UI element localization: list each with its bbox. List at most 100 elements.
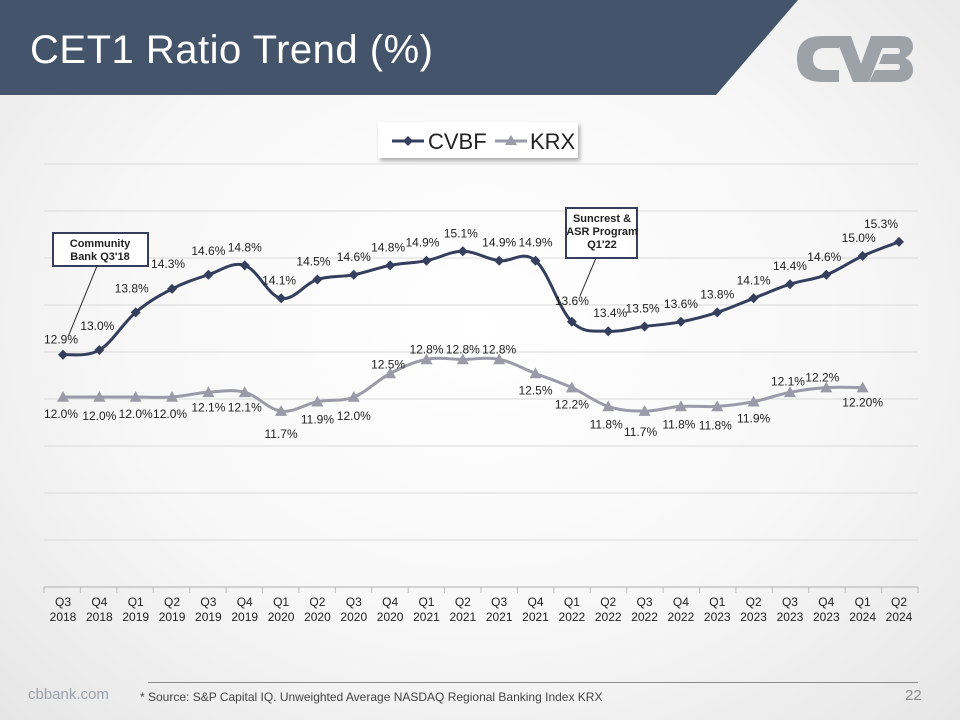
- x-tick-label: Q4 2018: [86, 595, 113, 624]
- x-tick-quarter: Q1: [273, 595, 289, 609]
- krx-point: [420, 353, 433, 365]
- cvbf-data-label: 15.3%: [864, 217, 898, 231]
- cvbf-data-label: 12.9%: [44, 333, 78, 347]
- x-tick-label: Q2 2023: [740, 595, 767, 624]
- krx-data-label: 11.7%: [624, 425, 657, 439]
- cvbf-point: [385, 260, 396, 271]
- krx-data-label: 11.7%: [265, 427, 298, 441]
- x-tick-quarter: Q2: [600, 595, 616, 609]
- x-tick-quarter: Q2: [746, 595, 762, 609]
- legend-cvbf-label: CVBF: [428, 129, 487, 154]
- x-tick-label: Q1 2019: [122, 595, 149, 624]
- cvbf-point: [167, 283, 178, 294]
- legend-cvbf-marker: [403, 136, 413, 146]
- cvbf-point: [312, 274, 323, 285]
- x-tick-quarter: Q1: [855, 595, 871, 609]
- krx-data-label: 11.9%: [737, 412, 770, 426]
- x-tick-quarter: Q1: [564, 595, 580, 609]
- x-tick-label: Q4 2019: [231, 595, 258, 624]
- x-tick-year: 2021: [449, 610, 476, 624]
- krx-point: [456, 353, 469, 365]
- cvbf-data-label: 13.4%: [593, 306, 627, 320]
- cvbf-point: [421, 255, 432, 266]
- annotation-suncrest-text: Q1'22: [587, 239, 617, 251]
- krx-data-label: 12.0%: [44, 407, 78, 421]
- cvbf-point: [857, 251, 868, 261]
- cvbf-data-label: 14.6%: [807, 250, 841, 264]
- x-tick-quarter: Q3: [346, 595, 362, 609]
- cvbf-point: [603, 326, 614, 337]
- krx-data-label: 12.0%: [153, 407, 187, 421]
- title-banner: [0, 0, 798, 95]
- x-tick-quarter: Q2: [455, 595, 471, 609]
- footer-source-note: * Source: S&P Capital IQ. Unweighted Ave…: [140, 690, 603, 704]
- krx-data-label: 12.5%: [519, 384, 553, 398]
- cvbf-point: [712, 307, 723, 318]
- x-tick-year: 2019: [159, 610, 186, 624]
- x-tick-label: Q3 2021: [486, 595, 513, 624]
- cvbf-point: [821, 269, 832, 280]
- x-tick-label: Q3 2020: [340, 595, 367, 624]
- x-tick-year: 2020: [340, 610, 367, 624]
- krx-data-label: 12.8%: [446, 342, 480, 356]
- footer-divider: [148, 682, 918, 683]
- krx-point: [565, 381, 578, 393]
- series-krx: [57, 353, 869, 416]
- x-tick-year: 2023: [740, 610, 767, 624]
- cvbf-data-label: 15.1%: [444, 226, 478, 240]
- cvbf-data-label: 13.5%: [626, 302, 660, 316]
- cvbf-data-label: 13.0%: [80, 319, 114, 333]
- x-tick-label: Q4 2020: [377, 595, 404, 624]
- x-tick-label: Q4 2023: [813, 595, 840, 624]
- annotation-suncrest-leader: [579, 257, 597, 297]
- krx-data-label: 12.2%: [555, 398, 589, 412]
- cvbf-data-label: 14.5%: [296, 255, 330, 269]
- x-tick-label: Q3 2018: [50, 595, 77, 624]
- cvbf-point: [566, 316, 577, 327]
- x-tick-quarter: Q4: [673, 595, 689, 609]
- x-tick-year: 2020: [304, 610, 331, 624]
- annotation-suncrest-box: [565, 207, 638, 259]
- krx-point: [602, 400, 615, 412]
- cvb-logo-icon: [797, 36, 913, 82]
- x-tick-year: 2024: [886, 610, 913, 624]
- x-tick-year: 2023: [704, 610, 731, 624]
- x-tick-year: 2022: [668, 610, 695, 624]
- x-tick-label: Q3 2019: [195, 595, 222, 624]
- krx-point: [129, 391, 142, 402]
- krx-point: [311, 395, 324, 407]
- cvbf-point: [94, 345, 105, 355]
- x-tick-year: 2023: [777, 610, 804, 624]
- page-number: 22: [905, 687, 922, 704]
- krx-data-label: 12.8%: [482, 342, 516, 356]
- x-tick-year: 2022: [559, 610, 586, 624]
- cvbf-data-label: 13.8%: [115, 281, 149, 295]
- cvbf-data-label: 13.6%: [664, 297, 698, 311]
- x-tick-year: 2020: [268, 610, 295, 624]
- x-tick-label: Q3 2022: [631, 595, 658, 624]
- krx-data-label: 11.8%: [662, 417, 695, 431]
- cvbf-point: [239, 260, 250, 271]
- x-tick-label: Q2 2022: [595, 595, 622, 624]
- cvbf-point: [748, 293, 759, 304]
- cvbf-point: [130, 307, 141, 318]
- x-tick-label: Q4 2022: [668, 595, 695, 624]
- data-labels: 12.9%13.0%13.8%14.3%14.6% 14.8%14.1%14.5%…: [44, 217, 898, 441]
- krx-data-label: 12.1%: [228, 400, 262, 414]
- x-tick-label: Q2 2021: [449, 595, 476, 624]
- x-tick-quarter: Q4: [382, 595, 398, 609]
- cvbf-data-label: 14.6%: [337, 250, 371, 264]
- x-tick-year: 2021: [522, 610, 549, 624]
- cvbf-point: [639, 321, 650, 332]
- x-tick-quarter: Q3: [491, 595, 507, 609]
- x-tick-year: 2021: [486, 610, 513, 624]
- cvbf-data-label: 14.4%: [773, 259, 807, 273]
- x-tick-year: 2022: [595, 610, 622, 624]
- annotation-suncrest-text: ASR Program: [566, 226, 638, 238]
- krx-data-label: 11.9%: [301, 413, 334, 427]
- x-tick-year: 2018: [50, 610, 77, 624]
- x-tick-quarter: Q3: [55, 595, 71, 609]
- krx-data-label: 12.0%: [337, 409, 371, 423]
